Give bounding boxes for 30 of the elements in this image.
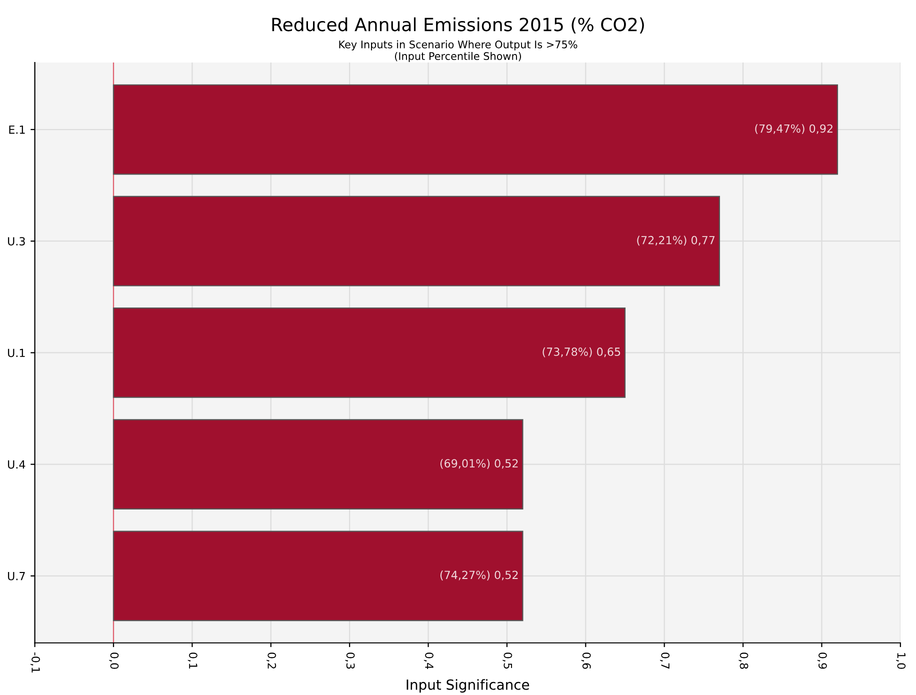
x-tick-label: 0,3 xyxy=(345,652,355,669)
y-tick-label: U.4 xyxy=(8,460,26,469)
x-tick-label: 0,1 xyxy=(188,652,198,669)
data-label: (73,78%) 0,65 xyxy=(542,347,620,358)
x-tick-label: -0,1 xyxy=(30,652,40,673)
x-tick-label: 0,5 xyxy=(502,652,512,669)
bar xyxy=(112,419,524,510)
bar xyxy=(112,530,524,622)
x-tick-label: 0,7 xyxy=(660,652,670,669)
y-tick-label: U.1 xyxy=(8,348,25,358)
bar xyxy=(112,84,838,175)
chart-subtitle: Key Inputs in Scenario Where Output Is >75% (Input Percentile Shown) xyxy=(339,40,578,62)
data-label: (72,21%) 0,77 xyxy=(637,236,715,246)
y-tick-label: U.3 xyxy=(8,237,25,246)
x-tick-label: 1,0 xyxy=(896,653,906,669)
x-tick-label: 0,9 xyxy=(817,652,827,669)
x-tick-label: 0,2 xyxy=(266,652,276,668)
x-axis-title: Input Significance xyxy=(406,679,530,693)
chart-title: Reduced Annual Emissions 2015 (% CO2) xyxy=(272,17,644,34)
x-tick-label: 0,0 xyxy=(109,652,119,669)
data-label: (79,47%) 0,92 xyxy=(755,124,832,134)
bar xyxy=(112,308,626,398)
x-tick-label: 0,6 xyxy=(581,652,591,669)
x-tick-label: 0,8 xyxy=(738,652,748,669)
bar xyxy=(112,196,720,286)
y-tick-label: U.7 xyxy=(8,572,25,580)
y-tick-label: E.1 xyxy=(9,126,25,134)
x-tick-label: 0,4 xyxy=(424,652,434,669)
data-label: (69,01%) 0,52 xyxy=(440,458,518,469)
data-label: (74,27%) 0,52 xyxy=(440,570,518,580)
